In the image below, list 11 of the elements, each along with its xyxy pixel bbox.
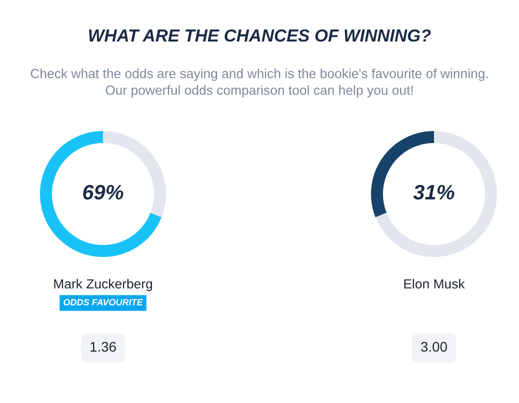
text: 3.00 [421,342,447,352]
text: ODDS FAVOURITE [64,299,144,306]
text: WHAT ARE THE CHANCES OF WINNING? [89,29,431,42]
text: Mark Zuckerberg [54,278,152,292]
text: Elon Musk [404,278,465,289]
donut-slice [40,131,162,257]
text: 1.36 [90,342,116,352]
text: Check what the odds are saying and which is the bookie's favourite of winning. Our powerful odds comparison tool can help you out! [30,68,488,98]
text: 31% [413,184,454,200]
text: 69% [83,184,124,200]
donut-slice [375,131,497,257]
